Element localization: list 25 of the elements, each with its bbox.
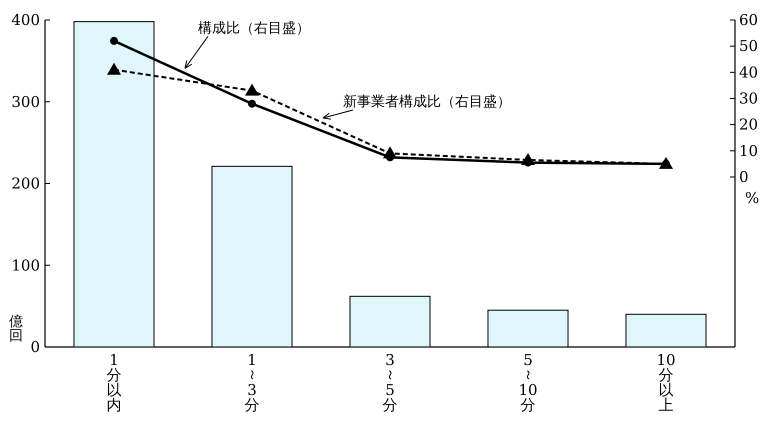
- x-tick-label: 1～3分: [244, 351, 262, 414]
- x-tick-label: 5～10分: [518, 351, 538, 414]
- point: [245, 84, 259, 96]
- point: [107, 62, 121, 75]
- y2-tick-label: 10: [739, 142, 758, 160]
- y2-tick-label: 40: [739, 63, 758, 82]
- x-tick-label: 10分以上: [656, 351, 676, 414]
- series-label: 新事業者構成比（右目盛）: [343, 94, 511, 110]
- y-tick-label: 0: [30, 338, 40, 356]
- y2-tick-label: 60: [739, 11, 758, 29]
- y2-tick-label: 20: [739, 116, 758, 134]
- y2-tick-label: 0: [739, 168, 749, 186]
- x-tick-label: 3～5分: [382, 351, 400, 414]
- y2-tick-label: 50: [739, 37, 758, 56]
- y-tick-label: 100: [11, 256, 40, 274]
- y2-tick-label: 30: [739, 89, 758, 108]
- y-tick-label: 200: [11, 174, 40, 192]
- point: [248, 100, 256, 108]
- y2-axis-title: %: [745, 188, 760, 207]
- y-tick-label: 400: [11, 11, 40, 29]
- text: 構成比（右目盛）: [198, 20, 310, 36]
- x-tick-label: 1分以内: [106, 351, 122, 414]
- y-axis-title: 億回: [9, 314, 23, 344]
- point: [110, 36, 118, 45]
- y-tick-label: 300: [11, 92, 40, 111]
